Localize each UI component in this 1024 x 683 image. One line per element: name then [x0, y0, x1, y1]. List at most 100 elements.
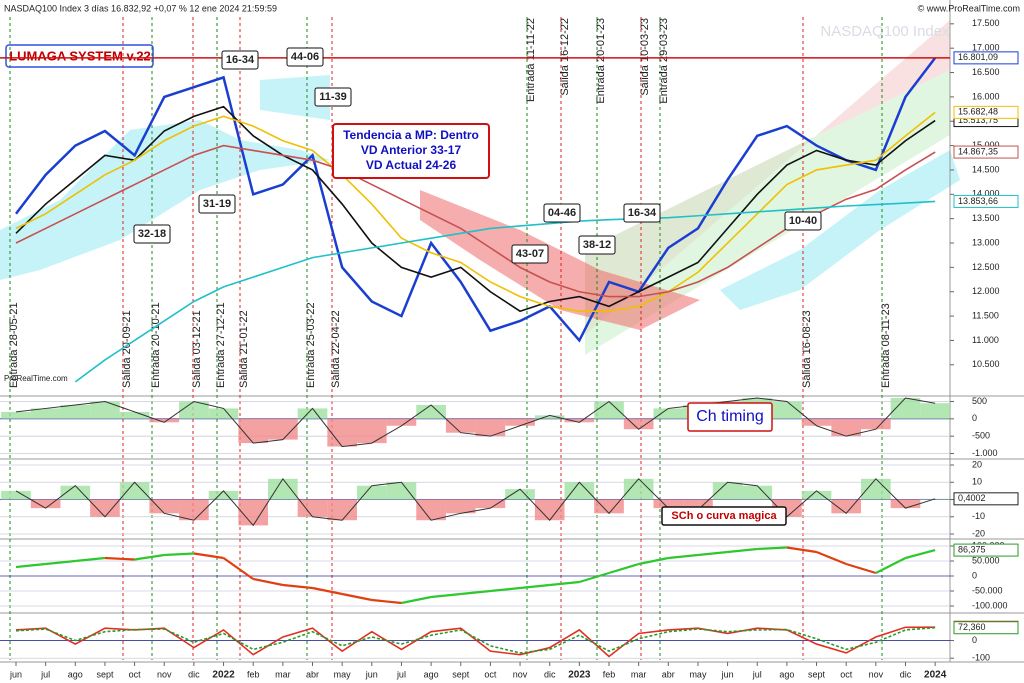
signal-box — [578, 235, 616, 255]
area-bar — [475, 418, 506, 437]
value-label-box — [953, 145, 1019, 159]
area-bar — [772, 401, 802, 419]
area-bar — [653, 499, 684, 509]
value-label: 15.682,48 — [958, 107, 998, 117]
series-segment — [905, 549, 936, 560]
value-label: 0,4002 — [958, 493, 986, 503]
series-line — [15, 626, 936, 654]
area-bar — [60, 404, 91, 419]
area-bar — [861, 478, 891, 500]
signal-box — [511, 244, 549, 264]
signal-label: Salida 16-12-22 — [559, 18, 571, 96]
area-bar — [327, 418, 357, 447]
y-tick-label: -500 — [972, 431, 990, 441]
series-segment — [75, 556, 106, 563]
area-bar — [505, 418, 535, 426]
area-bar — [90, 401, 120, 419]
area-bar — [653, 408, 684, 419]
area-bar — [268, 418, 298, 440]
area-bar — [534, 415, 565, 419]
x-tick-label: mar — [631, 669, 647, 679]
area-bar — [208, 490, 239, 500]
y-tick-label: 17.500 — [972, 18, 1000, 28]
signal-box — [221, 50, 259, 70]
area-bar — [30, 408, 61, 419]
y-tick-label: 11.500 — [972, 310, 999, 320]
y-tick-label: -100 — [972, 653, 990, 663]
x-tick-label: oct — [129, 669, 142, 679]
y-tick-label: -50.000 — [972, 585, 1003, 595]
signal-label: Entrada 27-12-21 — [215, 302, 227, 388]
value-label-box — [953, 105, 1019, 119]
area-bar — [801, 418, 832, 426]
area-bar — [119, 482, 150, 500]
area-bar — [60, 485, 91, 500]
system-label: LUMAGA SYSTEM v.22 — [9, 48, 151, 63]
y-tick-label: 50.000 — [972, 555, 1000, 565]
signal-box-label: 11-39 — [319, 91, 347, 103]
watermark: NASDAQ100 Index — [820, 23, 950, 40]
area-bar — [356, 418, 387, 444]
series-segment — [845, 562, 877, 575]
signal-box — [623, 203, 661, 223]
value-label-box — [953, 492, 1019, 506]
area-bar — [445, 418, 476, 433]
x-tick-label: oct — [840, 669, 853, 679]
trend-box — [332, 123, 490, 179]
value-label-box — [953, 51, 1019, 65]
signal-box-label: 32-18 — [138, 228, 166, 240]
signal-label: Entrada 20-01-23 — [595, 18, 607, 104]
header-title: NASDAQ100 Index 3 días 16.832,92 +0,07 %… — [4, 3, 277, 13]
signal-label: Entrada 20-10-21 — [150, 302, 162, 388]
x-tick-label: sept — [96, 669, 114, 679]
series-segment — [430, 592, 461, 599]
y-tick-label: -1.000 — [972, 448, 998, 458]
x-tick-label: dic — [544, 669, 556, 679]
trend-line: VD Actual 24-26 — [366, 158, 457, 172]
y-tick-label: 10 — [972, 477, 982, 487]
series-segment — [341, 592, 373, 602]
series-segment — [45, 559, 76, 566]
series-line — [15, 397, 936, 448]
signal-label: Entrada 25-03-22 — [305, 302, 317, 388]
area-bar — [712, 482, 743, 500]
y-tick-label: 12.500 — [972, 262, 1000, 272]
x-tick-label: feb — [247, 669, 260, 679]
signal-label: Entrada 08-11-23 — [880, 303, 892, 388]
x-tick-label: sept — [808, 669, 826, 679]
area-bar — [268, 478, 298, 500]
cloud — [260, 75, 330, 120]
value-label-box — [953, 543, 1019, 557]
signal-box-label: 10-40 — [789, 215, 817, 227]
signal-box — [198, 194, 236, 214]
y-tick-label: 17.000 — [972, 43, 1000, 53]
copyright: © www.ProRealTime.com — [918, 3, 1020, 13]
series-line — [15, 144, 936, 298]
signal-label: Salida 03-12-21 — [191, 310, 203, 388]
series-segment — [519, 583, 550, 590]
area-bar — [327, 499, 357, 521]
area-bar — [623, 418, 654, 430]
series-segment — [312, 586, 343, 596]
area-bar — [1, 490, 31, 500]
y-tick-label: 10.500 — [972, 359, 1000, 369]
y-tick-label: 11.000 — [972, 335, 999, 345]
x-tick-label: mar — [275, 669, 291, 679]
value-label: 72,360 — [958, 622, 986, 632]
area-bar — [149, 499, 180, 514]
y-tick-label: 13.000 — [972, 237, 1000, 247]
indicator-title: Ch timing — [696, 408, 764, 425]
area-bar — [742, 485, 773, 500]
value-label: 86,375 — [958, 544, 986, 554]
y-tick-label: 0 — [972, 570, 977, 580]
area-bar — [208, 408, 239, 419]
area-bar — [801, 490, 832, 500]
x-tick-label: abr — [306, 669, 319, 679]
value-label: 16.801,09 — [958, 52, 998, 62]
series-line — [74, 200, 936, 383]
signal-label: Salida 10-03-23 — [639, 18, 651, 96]
x-tick-label: jun — [721, 669, 734, 679]
signal-box-label: 38-12 — [583, 239, 611, 251]
indicator-title-box — [661, 506, 787, 526]
series-segment — [460, 589, 491, 596]
